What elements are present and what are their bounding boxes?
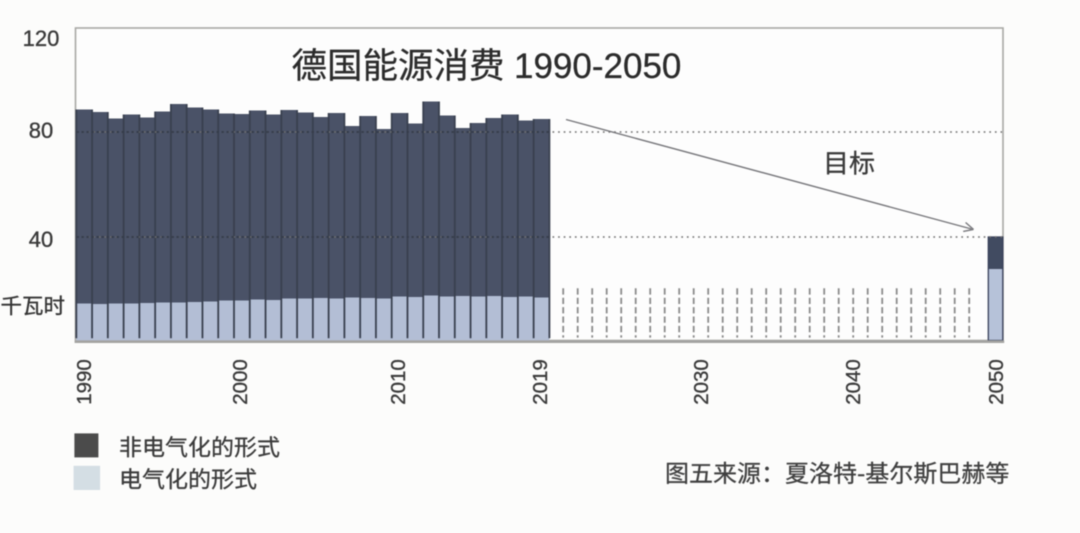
svg-text:80: 80 [29, 118, 53, 143]
svg-text:120: 120 [23, 26, 60, 51]
svg-text:40: 40 [29, 227, 53, 252]
svg-text:1990-2050: 1990-2050 [514, 47, 681, 86]
svg-text:2019: 2019 [529, 359, 552, 405]
svg-text:2030: 2030 [690, 359, 713, 405]
svg-text:1990: 1990 [73, 359, 96, 405]
svg-text:2000: 2000 [229, 359, 252, 405]
svg-text:2040: 2040 [842, 359, 865, 405]
svg-text:2010: 2010 [387, 359, 410, 405]
svg-text:2050: 2050 [985, 359, 1008, 405]
